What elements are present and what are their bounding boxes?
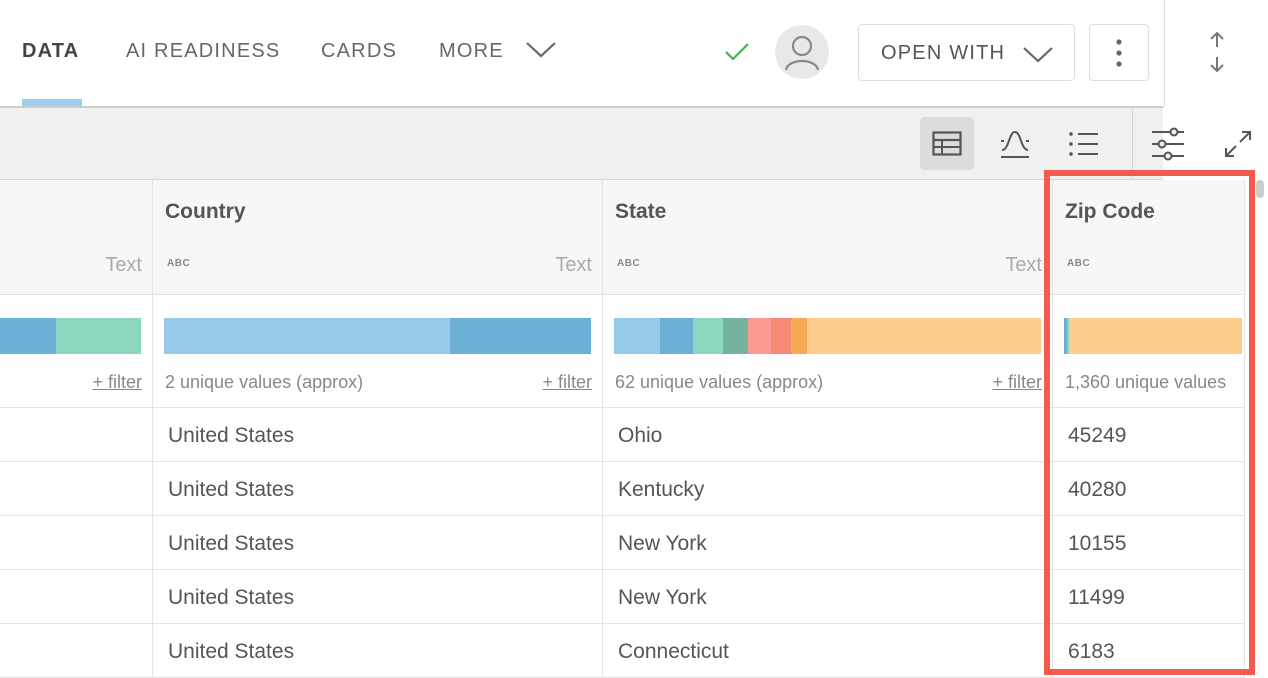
table-cell[interactable]: Connecticut: [603, 624, 1053, 678]
bar-segment[interactable]: [56, 318, 141, 354]
bar-segment[interactable]: [164, 318, 450, 354]
more-options-button[interactable]: [1089, 24, 1149, 81]
table-cell[interactable]: [0, 624, 153, 678]
tab-more-label: MORE: [439, 40, 504, 62]
divider: [1164, 0, 1165, 106]
add-filter-link[interactable]: + filter: [992, 372, 1042, 392]
table-cell[interactable]: United States: [153, 462, 603, 516]
table-cell[interactable]: United States: [153, 570, 603, 624]
column-header-zip-code[interactable]: Zip Code ABC: [1053, 180, 1245, 295]
list-view-icon[interactable]: [1068, 130, 1100, 158]
column-summary: + filter: [0, 295, 153, 408]
table-cell[interactable]: 11499: [1053, 570, 1245, 624]
user-icon: [784, 35, 820, 71]
table-cell[interactable]: New York: [603, 570, 1053, 624]
bar-segment[interactable]: [791, 318, 807, 354]
unique-values-count: 1,360 unique values: [1065, 372, 1227, 392]
settings-sliders-icon[interactable]: [1150, 126, 1186, 162]
unique-values-count: 2 unique values (approx): [165, 372, 364, 392]
table-cell[interactable]: [0, 570, 153, 624]
column-summary: 2 unique values (approx) + filter: [153, 295, 603, 408]
table-cell[interactable]: United States: [153, 408, 603, 462]
column-type: Text: [555, 254, 592, 276]
table-cell[interactable]: [0, 462, 153, 516]
bar-segment[interactable]: [0, 318, 56, 354]
column-header-state[interactable]: State ABC Text: [603, 180, 1053, 295]
table-view-button[interactable]: [920, 117, 974, 170]
bar-segment[interactable]: [748, 318, 771, 354]
table-cell[interactable]: [0, 516, 153, 570]
open-with-label: OPEN WITH: [881, 42, 1006, 64]
add-filter-link[interactable]: + filter: [92, 372, 142, 392]
add-filter-link[interactable]: + filter: [542, 372, 592, 392]
table-cell[interactable]: 40280: [1053, 462, 1245, 516]
table-cell[interactable]: New York: [603, 516, 1053, 570]
column-type: Text: [1005, 254, 1042, 276]
expand-icon[interactable]: [1223, 129, 1253, 159]
bar-segment[interactable]: [807, 318, 1041, 354]
chevron-down-icon: [525, 42, 556, 58]
sort-arrows-icon[interactable]: [1206, 30, 1228, 74]
header-border: [0, 106, 1164, 107]
column-name: State: [615, 200, 667, 223]
table-cell[interactable]: United States: [153, 624, 603, 678]
bar-segment[interactable]: [1067, 318, 1069, 354]
column-summary: 62 unique values (approx) + filter: [603, 295, 1053, 408]
text-type-icon: ABC: [617, 258, 641, 269]
bar-segment[interactable]: [1069, 318, 1242, 354]
table-cell[interactable]: 10155: [1053, 516, 1245, 570]
open-with-button[interactable]: OPEN WITH: [858, 24, 1075, 81]
bar-segment[interactable]: [450, 318, 591, 354]
tab-more[interactable]: MORE: [439, 40, 557, 63]
avatar[interactable]: [775, 25, 829, 79]
table-cell[interactable]: [0, 408, 153, 462]
scrollbar-thumb[interactable]: [1256, 180, 1264, 198]
value-distribution-bar[interactable]: [0, 318, 141, 354]
tab-data[interactable]: DATA: [22, 40, 80, 62]
toolbar: [0, 107, 1251, 180]
check-icon: [725, 43, 749, 61]
column-header[interactable]: Text: [0, 180, 153, 295]
column-name: Country: [165, 200, 246, 223]
column-name: Zip Code: [1065, 200, 1155, 223]
unique-values-count: 62 unique values (approx): [615, 372, 824, 392]
column-type: Text: [105, 254, 142, 276]
tab-cards[interactable]: CARDS: [321, 40, 398, 62]
divider: [1132, 108, 1133, 180]
tab-ai-readiness[interactable]: AI READINESS: [126, 40, 281, 62]
value-distribution-bar[interactable]: [1064, 318, 1242, 354]
column-header-country[interactable]: Country ABC Text: [153, 180, 603, 295]
text-type-icon: ABC: [167, 258, 191, 269]
table-cell[interactable]: Ohio: [603, 408, 1053, 462]
table-view-icon: [932, 131, 962, 156]
table-cell[interactable]: United States: [153, 516, 603, 570]
bar-segment[interactable]: [614, 318, 660, 354]
table-cell[interactable]: Kentucky: [603, 462, 1053, 516]
bar-segment[interactable]: [693, 318, 723, 354]
kebab-menu-icon: [1116, 39, 1122, 67]
text-type-icon: ABC: [1067, 258, 1091, 269]
active-tab-indicator: [22, 99, 82, 106]
bar-segment[interactable]: [660, 318, 693, 354]
column-summary: 1,360 unique values: [1053, 295, 1245, 408]
value-distribution-bar[interactable]: [614, 318, 1041, 354]
table-cell[interactable]: 45249: [1053, 408, 1245, 462]
bar-segment[interactable]: [771, 318, 791, 354]
bar-segment[interactable]: [1064, 318, 1067, 354]
highlight-box: [1044, 170, 1255, 675]
chevron-down-icon: [1023, 47, 1053, 63]
bar-segment[interactable]: [723, 318, 748, 354]
distribution-icon[interactable]: [999, 128, 1031, 160]
value-distribution-bar[interactable]: [164, 318, 591, 354]
